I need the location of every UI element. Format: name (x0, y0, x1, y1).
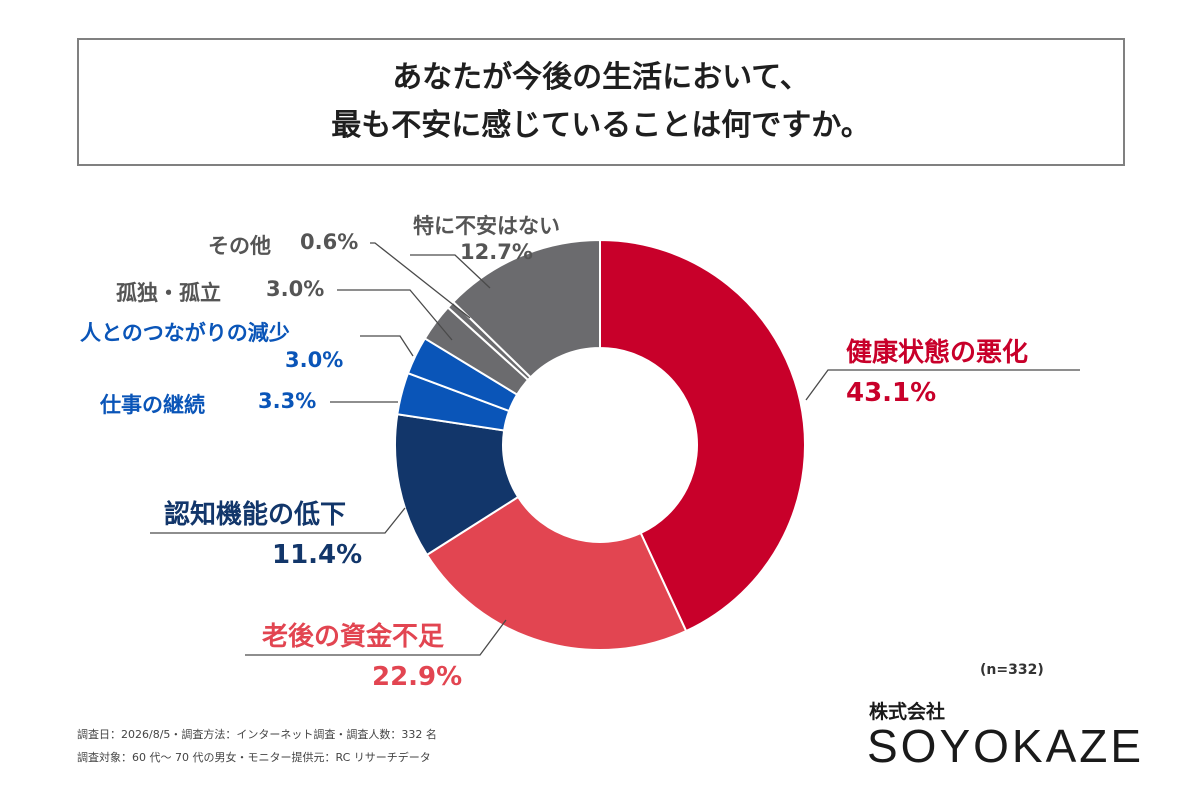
value-health: 43.1% (846, 378, 937, 408)
donut-slice-1 (425, 495, 688, 651)
label-other: その他 (208, 234, 271, 258)
value-other: 0.6% (300, 230, 359, 254)
label-isolation: 孤独・孤立 (116, 281, 221, 305)
leader-line-other (370, 242, 471, 319)
company-logo: SOYOKAZE (867, 720, 1145, 772)
label-money: 老後の資金不足 (262, 622, 445, 652)
value-isolation: 3.0% (266, 277, 325, 301)
label-none: 特に不安はない (413, 214, 560, 238)
label-connection: 人とのつながりの減少 (80, 321, 290, 345)
value-connection: 3.0% (285, 348, 344, 372)
value-work: 3.3% (258, 389, 317, 413)
title-box: あなたが今後の生活において、 最も不安に感じていることは何ですか。 (77, 38, 1125, 166)
value-cognitive: 11.4% (272, 540, 363, 570)
label-cognitive: 認知機能の低下 (164, 500, 347, 530)
value-none: 12.7% (460, 240, 533, 264)
leader-line-cognitive (150, 507, 406, 534)
sample-size-note: (n=332) (980, 662, 1044, 678)
chart-title-line-2: 最も不安に感じていることは何ですか。 (331, 108, 871, 143)
leader-line-none (410, 254, 491, 289)
leader-line-isolation (337, 289, 453, 341)
donut-slices (394, 238, 806, 651)
leader-line-health (805, 369, 1080, 401)
leader-lines (150, 242, 1080, 656)
footer-survey-info-2: 調査対象：60 代〜 70 代の男女・モニター提供元：RC リサーチデータ (77, 751, 431, 764)
value-money: 22.9% (372, 662, 463, 692)
leader-line-connection (360, 335, 414, 357)
leader-line-money (245, 619, 507, 656)
company-type: 株式会社 (869, 701, 946, 723)
label-health: 健康状態の悪化 (846, 338, 1029, 368)
donut-slice-7 (451, 238, 601, 379)
donut-slice-0 (599, 238, 806, 633)
chart-title-line-1: あなたが今後の生活において、 (392, 60, 810, 95)
footer-survey-info-1: 調査日：2026/8/5・調査方法：インターネット調査・調査人数：332 名 (77, 728, 437, 741)
label-work: 仕事の継続 (100, 393, 205, 417)
